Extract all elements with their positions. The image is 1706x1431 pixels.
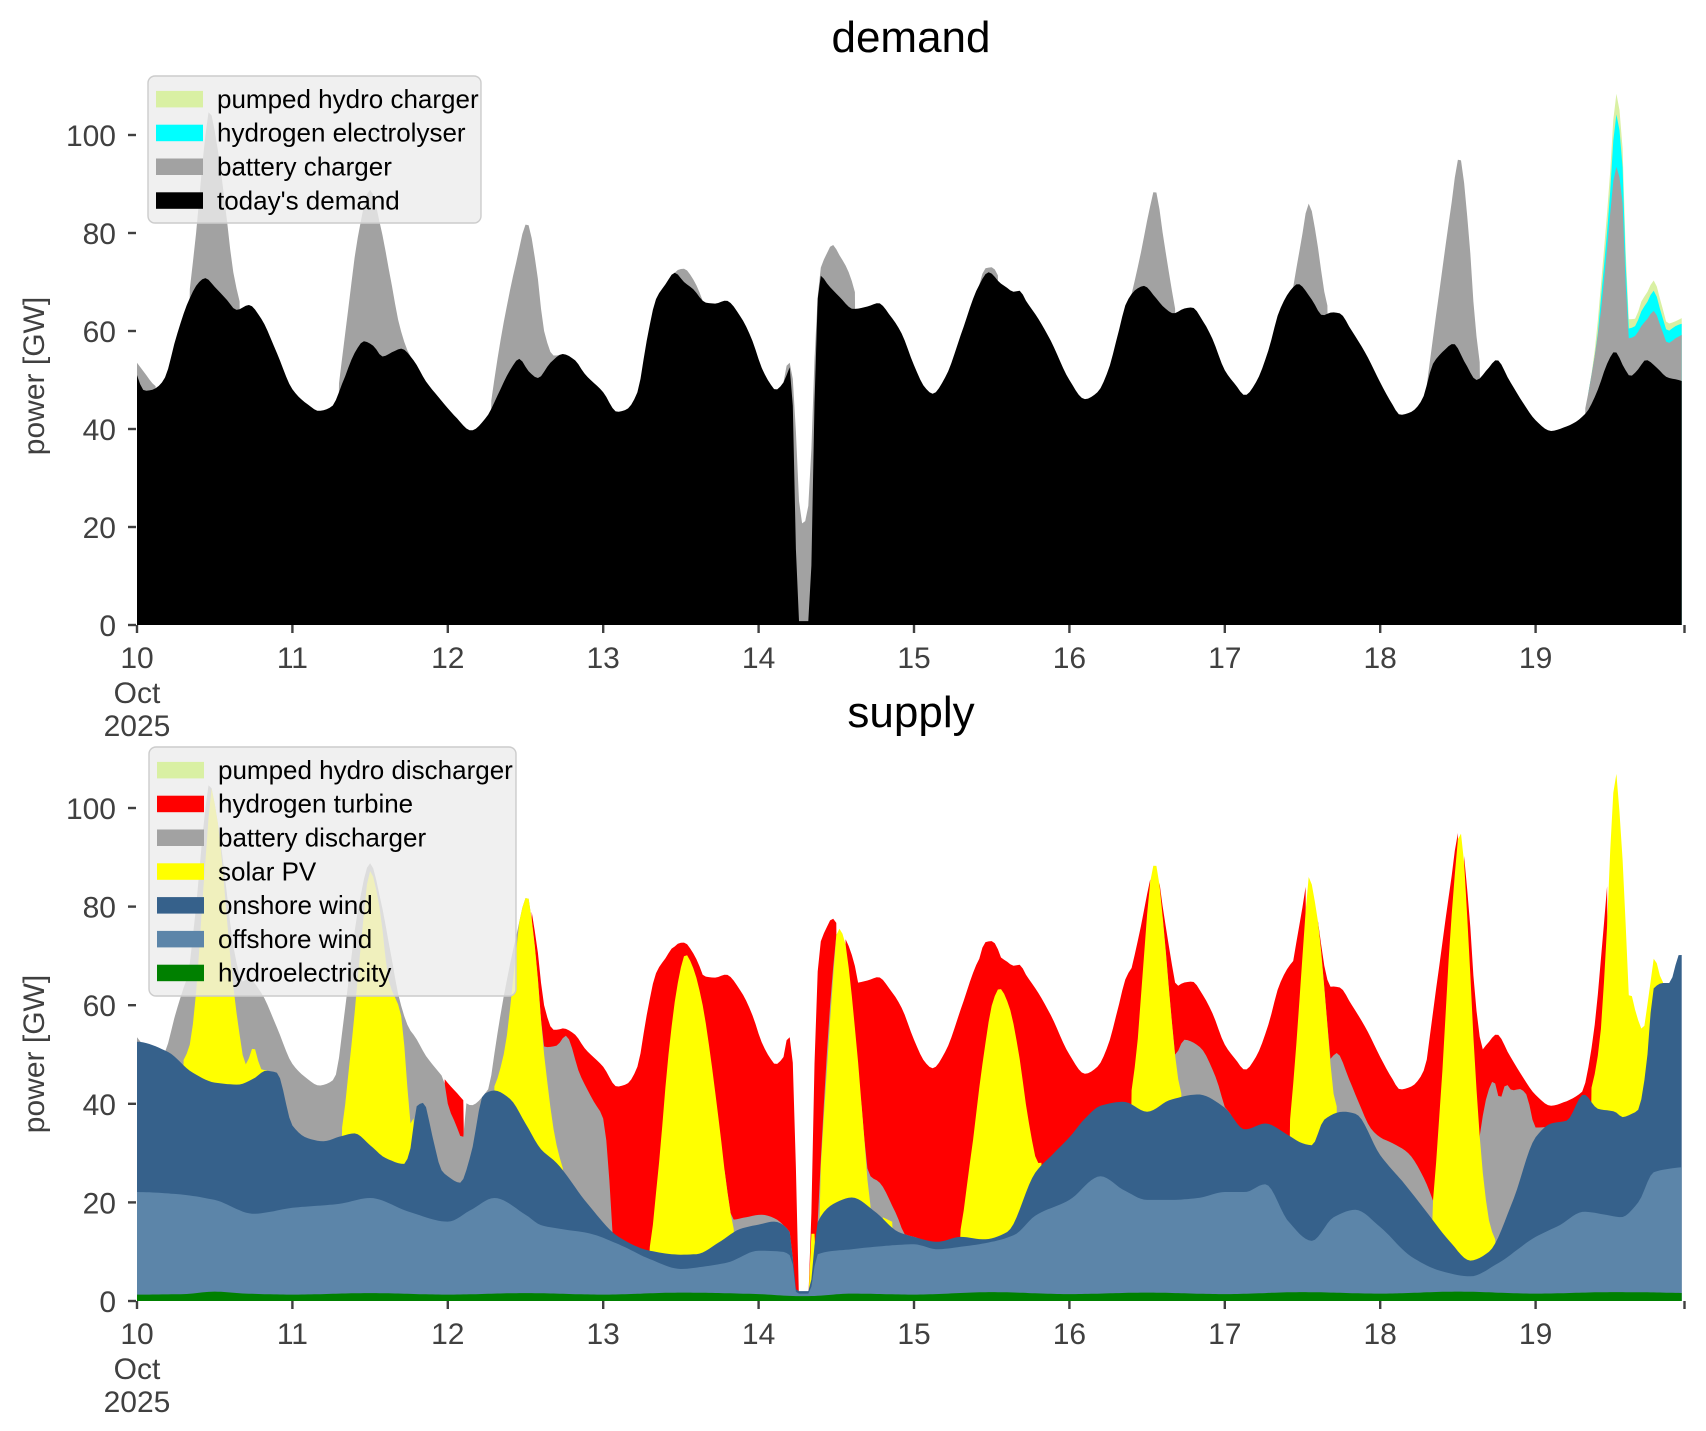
svg-text:battery charger: battery charger	[217, 152, 392, 182]
svg-text:16: 16	[1053, 1318, 1086, 1351]
svg-text:power [GW]: power [GW]	[18, 975, 51, 1133]
svg-text:19: 19	[1519, 642, 1552, 675]
svg-text:onshore wind: onshore wind	[218, 890, 373, 920]
svg-text:40: 40	[83, 1089, 116, 1122]
svg-text:13: 13	[587, 1318, 620, 1351]
svg-text:17: 17	[1208, 642, 1241, 675]
svg-text:2025: 2025	[104, 1386, 171, 1419]
svg-text:20: 20	[83, 1187, 116, 1220]
svg-text:100: 100	[66, 793, 116, 826]
svg-text:today's demand: today's demand	[217, 185, 400, 215]
svg-text:10: 10	[120, 642, 153, 675]
svg-text:20: 20	[83, 512, 116, 545]
svg-text:2025: 2025	[104, 710, 171, 743]
svg-text:18: 18	[1364, 642, 1397, 675]
svg-text:80: 80	[83, 218, 116, 251]
svg-text:80: 80	[83, 892, 116, 925]
svg-text:battery discharger: battery discharger	[218, 823, 426, 853]
svg-text:hydrogen electrolyser: hydrogen electrolyser	[217, 118, 466, 148]
svg-text:100: 100	[66, 120, 116, 153]
svg-text:11: 11	[277, 1318, 308, 1351]
svg-text:supply: supply	[847, 688, 974, 737]
svg-text:14: 14	[742, 1318, 775, 1351]
svg-text:Oct: Oct	[114, 677, 161, 710]
svg-text:60: 60	[83, 316, 116, 349]
svg-text:17: 17	[1208, 1318, 1241, 1351]
svg-text:10: 10	[120, 1318, 153, 1351]
svg-text:15: 15	[897, 1318, 930, 1351]
svg-text:solar PV: solar PV	[218, 856, 317, 886]
svg-text:Oct: Oct	[114, 1353, 161, 1386]
svg-text:40: 40	[83, 414, 116, 447]
svg-text:12: 12	[431, 642, 464, 675]
svg-text:16: 16	[1053, 642, 1086, 675]
svg-text:power [GW]: power [GW]	[18, 297, 51, 455]
svg-text:demand: demand	[831, 13, 990, 62]
svg-text:14: 14	[742, 642, 775, 675]
svg-text:pumped hydro discharger: pumped hydro discharger	[218, 755, 513, 785]
svg-text:11: 11	[277, 642, 308, 675]
svg-text:hydroelectricity: hydroelectricity	[218, 958, 391, 988]
svg-text:pumped hydro charger: pumped hydro charger	[217, 84, 479, 114]
svg-text:0: 0	[99, 610, 116, 643]
svg-text:offshore wind: offshore wind	[218, 924, 372, 954]
svg-text:15: 15	[897, 642, 930, 675]
svg-text:0: 0	[99, 1286, 116, 1319]
svg-text:hydrogen turbine: hydrogen turbine	[218, 789, 413, 819]
svg-text:19: 19	[1519, 1318, 1552, 1351]
svg-text:13: 13	[587, 642, 620, 675]
svg-text:18: 18	[1364, 1318, 1397, 1351]
svg-text:60: 60	[83, 990, 116, 1023]
svg-text:12: 12	[431, 1318, 464, 1351]
